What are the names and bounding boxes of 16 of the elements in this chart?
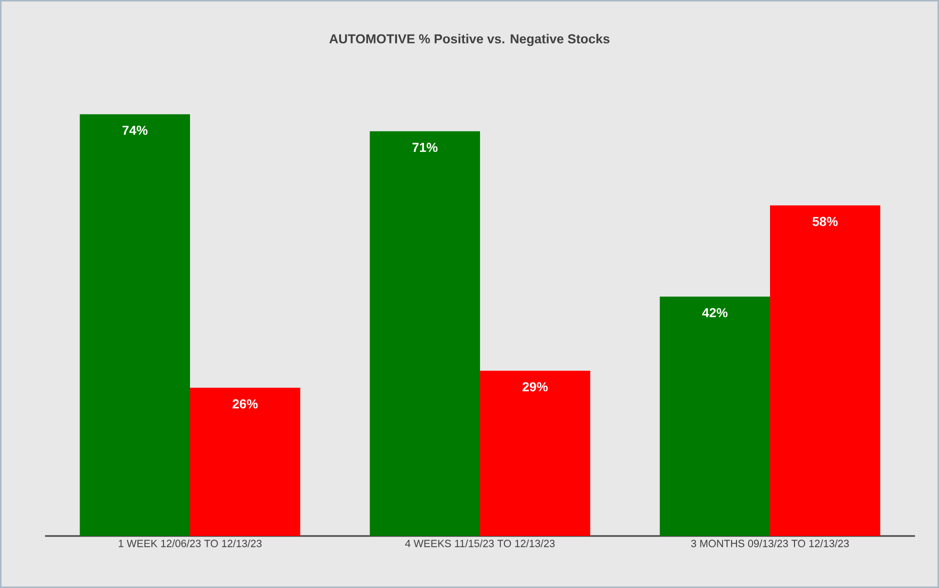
chart-title: AUTOMOTIVE % Positive vs. Negative Stocks xyxy=(329,34,610,46)
bar xyxy=(660,296,770,536)
data-label: 42% xyxy=(702,308,728,318)
bar xyxy=(480,370,590,536)
bar xyxy=(80,114,190,536)
data-label: 71% xyxy=(412,142,438,152)
bar xyxy=(770,205,880,536)
data-label: 74% xyxy=(122,126,148,135)
bar xyxy=(190,388,300,536)
bar xyxy=(370,131,480,536)
x-tick-label: 1 WEEK 12/06/23 TO 12/13/23 xyxy=(118,540,262,548)
x-tick-label: 3 MONTHS 09/13/23 TO 12/13/23 xyxy=(691,540,849,548)
data-label: 58% xyxy=(812,216,838,226)
data-label: 29% xyxy=(522,382,548,392)
data-label: 26% xyxy=(232,399,258,408)
x-tick-label: 4 WEEKS 11/15/23 TO 12/13/23 xyxy=(405,540,555,548)
